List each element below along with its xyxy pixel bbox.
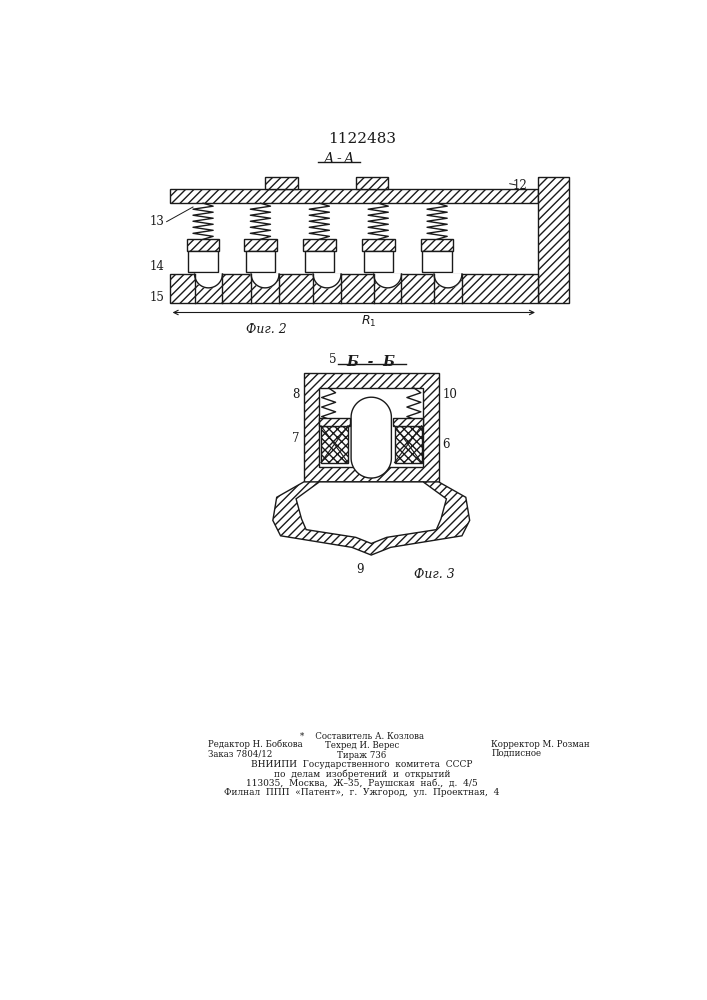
Text: А: А bbox=[344, 152, 354, 166]
Bar bbox=[188, 251, 218, 272]
Text: 10: 10 bbox=[443, 388, 457, 401]
Bar bbox=[356, 177, 388, 189]
Bar bbox=[305, 251, 334, 272]
Text: 12: 12 bbox=[513, 179, 528, 192]
Bar bbox=[421, 239, 453, 251]
Polygon shape bbox=[313, 274, 341, 288]
Bar bbox=[303, 239, 336, 251]
Bar bbox=[538, 177, 569, 303]
Bar bbox=[187, 239, 219, 251]
Text: Б  -  Б: Б - Б bbox=[346, 355, 396, 369]
Text: Корректор М. Розман: Корректор М. Розман bbox=[491, 740, 590, 749]
Text: 9: 9 bbox=[356, 563, 363, 576]
Polygon shape bbox=[194, 274, 223, 288]
Bar bbox=[265, 177, 298, 189]
Bar bbox=[246, 251, 275, 272]
Bar bbox=[421, 239, 453, 251]
Polygon shape bbox=[434, 274, 462, 288]
Bar bbox=[187, 239, 219, 251]
Text: по  делам  изобретений  и  открытий: по делам изобретений и открытий bbox=[274, 769, 450, 779]
Polygon shape bbox=[373, 274, 402, 288]
Text: 113035,  Москва,  Ж–35,  Раушская  наб.,  д.  4/5: 113035, Москва, Ж–35, Раушская наб., д. … bbox=[246, 778, 478, 788]
Text: 14: 14 bbox=[149, 260, 164, 273]
Bar bbox=[362, 239, 395, 251]
Bar bbox=[363, 251, 393, 272]
Text: 1122483: 1122483 bbox=[328, 132, 396, 146]
Bar bbox=[244, 239, 276, 251]
Bar bbox=[321, 426, 348, 463]
Bar bbox=[170, 189, 538, 203]
Bar bbox=[393, 418, 423, 426]
Text: 8: 8 bbox=[293, 388, 300, 401]
Bar bbox=[362, 239, 395, 251]
Text: Фиг. 3: Фиг. 3 bbox=[414, 568, 455, 581]
Bar bbox=[170, 274, 538, 303]
Polygon shape bbox=[251, 274, 279, 288]
Text: -: - bbox=[337, 152, 341, 166]
Text: 6: 6 bbox=[443, 438, 450, 451]
Text: *    Составитель А. Козлова: * Составитель А. Козлова bbox=[300, 732, 424, 741]
Bar bbox=[395, 426, 421, 463]
Text: Тираж 736: Тираж 736 bbox=[337, 751, 387, 760]
Polygon shape bbox=[296, 482, 446, 544]
Bar bbox=[395, 426, 421, 463]
Bar bbox=[320, 388, 423, 466]
Bar bbox=[321, 426, 348, 463]
Bar bbox=[303, 239, 336, 251]
Bar bbox=[393, 418, 423, 426]
Text: 5: 5 bbox=[329, 353, 337, 366]
Text: Техред И. Верес: Техред И. Верес bbox=[325, 741, 399, 750]
Text: А: А bbox=[323, 152, 334, 166]
Text: ВНИИПИ  Государственного  комитета  СССР: ВНИИПИ Государственного комитета СССР bbox=[251, 760, 473, 769]
Bar bbox=[538, 177, 569, 303]
Bar bbox=[265, 177, 298, 189]
Polygon shape bbox=[273, 482, 469, 555]
Bar bbox=[170, 274, 538, 303]
Polygon shape bbox=[351, 397, 392, 478]
Bar bbox=[304, 373, 440, 482]
Text: Редактор Н. Бобкова: Редактор Н. Бобкова bbox=[209, 740, 303, 749]
Text: 15: 15 bbox=[149, 291, 164, 304]
Text: Филнал  ППП  «Патент»,  г.  Ужгород,  ул.  Проектная,  4: Филнал ППП «Патент», г. Ужгород, ул. Про… bbox=[224, 788, 500, 797]
Text: Подписное: Подписное bbox=[491, 749, 542, 758]
Bar bbox=[244, 239, 276, 251]
Bar bbox=[320, 418, 349, 426]
Bar bbox=[304, 373, 440, 482]
Bar bbox=[356, 177, 388, 189]
Text: Заказ 7804/12: Заказ 7804/12 bbox=[209, 749, 273, 758]
Text: Фиг. 2: Фиг. 2 bbox=[246, 323, 287, 336]
Text: 7: 7 bbox=[293, 432, 300, 445]
Bar bbox=[170, 189, 538, 203]
Bar bbox=[422, 251, 452, 272]
Text: $R_1$: $R_1$ bbox=[361, 314, 377, 329]
Text: 13: 13 bbox=[149, 215, 164, 228]
Bar bbox=[320, 418, 349, 426]
